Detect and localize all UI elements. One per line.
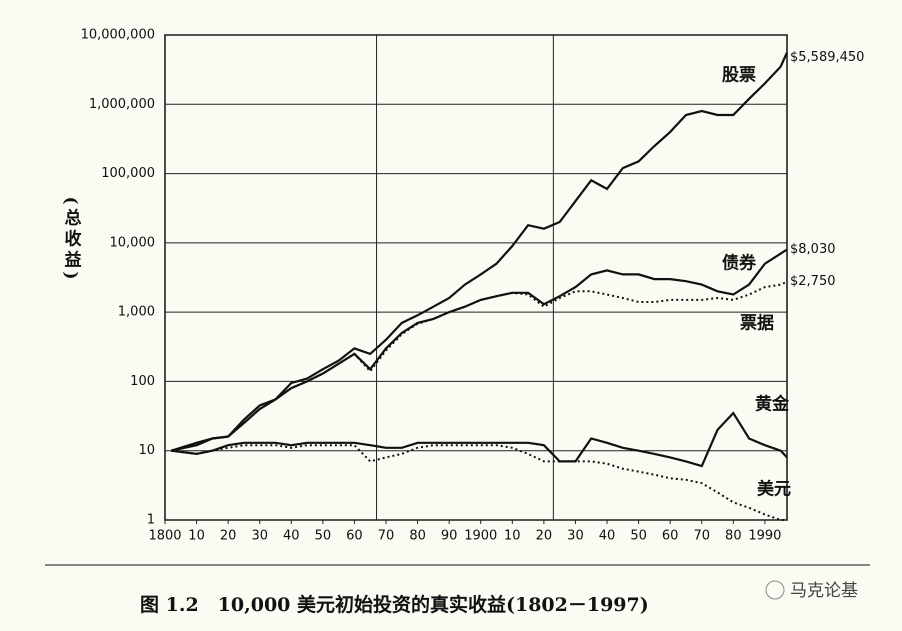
x-tick-label: 30 (251, 529, 268, 544)
series-label: 黄金 (755, 394, 790, 415)
end-label: $8,030 (790, 242, 836, 257)
x-tick-label: 10 (504, 529, 521, 544)
y-tick-label: 100,000 (101, 166, 155, 181)
series-label: 股票 (722, 66, 756, 86)
y-tick-label: 10,000,000 (81, 28, 155, 43)
x-tick-label: 1800 (148, 529, 181, 544)
y-tick-label: 100 (130, 374, 155, 389)
x-tick-label: 30 (567, 529, 584, 544)
x-tick-label: 10 (188, 529, 205, 544)
x-tick-label: 60 (346, 529, 363, 544)
wechat-icon (765, 580, 785, 600)
x-tick-label: 40 (283, 529, 300, 544)
x-tick-label: 1900 (464, 529, 497, 544)
end-label: $2,750 (790, 274, 836, 289)
x-tick-label: 60 (662, 529, 679, 544)
y-tick-label: 10,000 (110, 235, 156, 250)
x-tick-label: 50 (315, 529, 332, 544)
caption: 图 1.2 10,000 美元初始投资的真实收益(1802－1997) (140, 593, 649, 616)
x-tick-label: 20 (536, 529, 553, 544)
series-line (171, 280, 788, 452)
series-label: 票据 (740, 313, 774, 334)
end-label: $5,589,450 (790, 50, 864, 65)
y-tick-label: 10 (138, 443, 155, 458)
x-tick-label: 80 (409, 529, 426, 544)
y-tick-label: 1 (147, 513, 155, 528)
series-label: 债券 (722, 253, 757, 274)
x-tick-label: 70 (693, 529, 710, 544)
series-label: 美元 (757, 479, 791, 500)
series-line (170, 52, 789, 452)
series-line (171, 411, 788, 468)
y-tick-label: 1,000 (118, 305, 155, 320)
x-tick-label: 40 (599, 529, 616, 544)
y-tick-label: 1,000,000 (89, 97, 155, 112)
y-axis-label: (总收益) (61, 196, 82, 283)
x-tick-label: 70 (378, 529, 395, 544)
x-tick-label: 90 (441, 529, 458, 544)
watermark: 马克论基 (790, 581, 858, 601)
series-line (171, 248, 788, 452)
series-line (171, 444, 787, 521)
x-tick-label: 20 (220, 529, 237, 544)
x-tick-label: 1990 (748, 529, 781, 544)
x-tick-label: 80 (725, 529, 742, 544)
x-tick-label: 50 (630, 529, 647, 544)
